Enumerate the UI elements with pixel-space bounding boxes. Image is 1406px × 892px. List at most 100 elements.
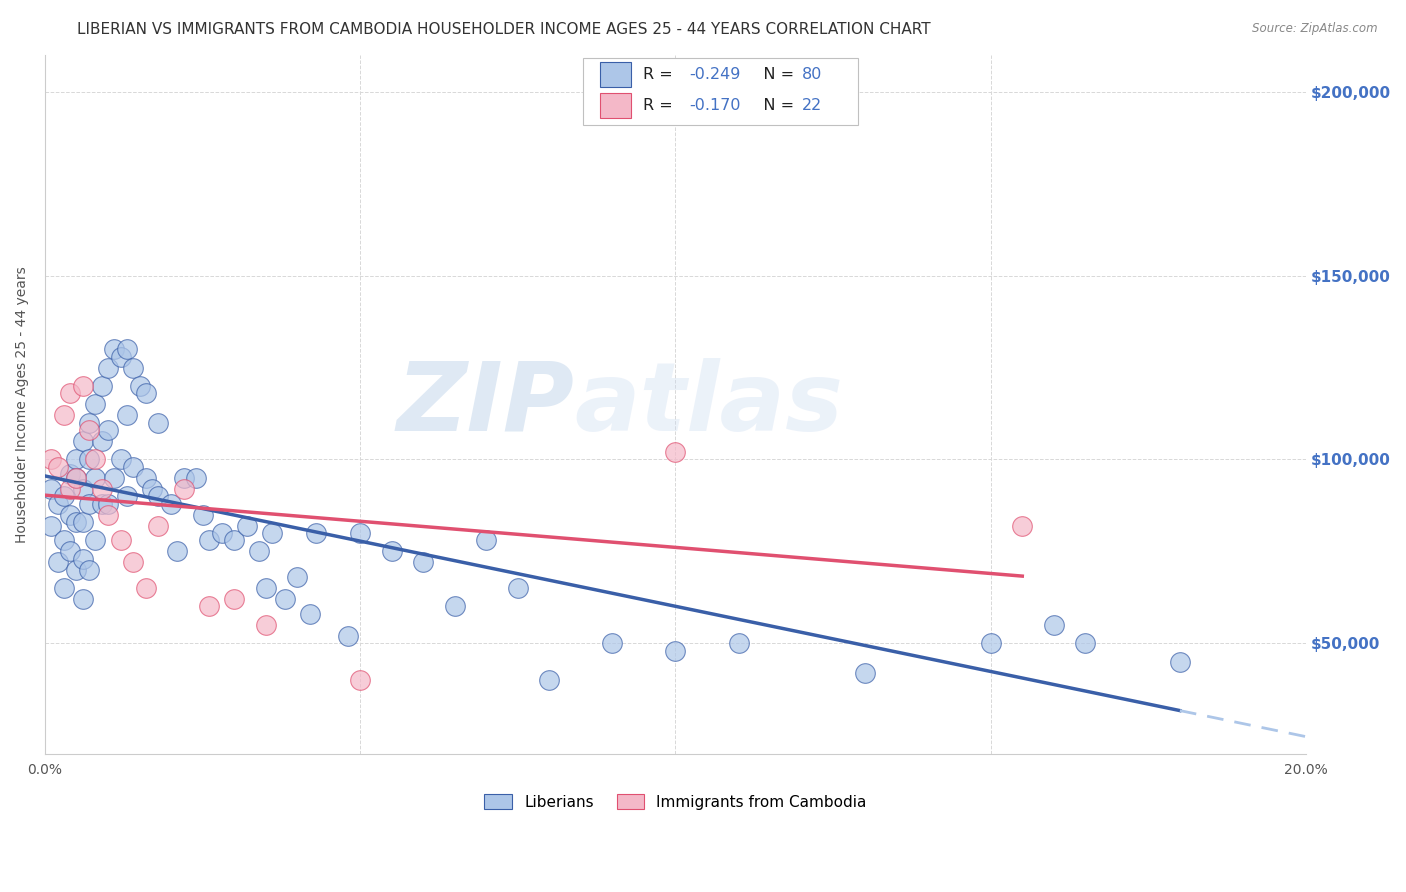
- Point: [90, 434, 112, 448]
- Point: [59, 508, 82, 522]
- Point: [77, 452, 100, 467]
- Point: [1074, 636, 1097, 650]
- Point: [336, 629, 359, 643]
- Point: [65, 563, 87, 577]
- Point: [72, 551, 94, 566]
- Point: [247, 544, 270, 558]
- Point: [260, 526, 283, 541]
- Point: [97, 497, 120, 511]
- Point: [191, 508, 214, 522]
- Point: [224, 592, 246, 607]
- Text: Source: ZipAtlas.com: Source: ZipAtlas.com: [1253, 22, 1378, 36]
- Point: [224, 533, 246, 548]
- Point: [349, 673, 371, 687]
- Point: [77, 497, 100, 511]
- Text: -0.170: -0.170: [689, 98, 741, 112]
- Point: [298, 607, 321, 621]
- Point: [128, 379, 150, 393]
- Point: [506, 581, 529, 595]
- Text: R =: R =: [643, 98, 678, 112]
- Point: [664, 643, 686, 657]
- Point: [166, 544, 188, 558]
- Point: [980, 636, 1002, 650]
- Text: R =: R =: [643, 67, 678, 81]
- Point: [46, 497, 69, 511]
- Point: [198, 533, 221, 548]
- Point: [84, 533, 107, 548]
- Point: [148, 518, 170, 533]
- Point: [602, 636, 624, 650]
- Point: [103, 471, 125, 485]
- Point: [39, 452, 62, 467]
- Point: [135, 581, 157, 595]
- Point: [475, 533, 498, 548]
- Point: [1168, 655, 1191, 669]
- Point: [186, 471, 208, 485]
- Point: [254, 581, 277, 595]
- Point: [52, 409, 75, 423]
- Point: [97, 508, 120, 522]
- Text: -0.249: -0.249: [689, 67, 741, 81]
- Point: [173, 471, 195, 485]
- Point: [59, 482, 82, 496]
- Point: [59, 544, 82, 558]
- Point: [90, 482, 112, 496]
- Point: [853, 665, 876, 680]
- Point: [46, 555, 69, 569]
- Point: [538, 673, 561, 687]
- Text: LIBERIAN VS IMMIGRANTS FROM CAMBODIA HOUSEHOLDER INCOME AGES 25 - 44 YEARS CORRE: LIBERIAN VS IMMIGRANTS FROM CAMBODIA HOU…: [77, 22, 931, 37]
- Point: [110, 452, 132, 467]
- Point: [65, 452, 87, 467]
- Point: [59, 386, 82, 401]
- Point: [141, 482, 163, 496]
- Point: [84, 397, 107, 411]
- Point: [84, 452, 107, 467]
- Point: [65, 471, 87, 485]
- Text: 22: 22: [801, 98, 821, 112]
- Point: [135, 471, 157, 485]
- Point: [148, 416, 170, 430]
- Y-axis label: Householder Income Ages 25 - 44 years: Householder Income Ages 25 - 44 years: [15, 266, 30, 542]
- Point: [90, 379, 112, 393]
- Point: [46, 459, 69, 474]
- Point: [664, 445, 686, 459]
- Legend: Liberians, Immigrants from Cambodia: Liberians, Immigrants from Cambodia: [478, 788, 873, 815]
- Point: [285, 570, 308, 584]
- Text: atlas: atlas: [575, 358, 844, 450]
- Point: [97, 360, 120, 375]
- Point: [103, 342, 125, 356]
- Point: [110, 533, 132, 548]
- Point: [72, 515, 94, 529]
- Point: [273, 592, 295, 607]
- Text: ZIP: ZIP: [396, 358, 575, 450]
- Point: [381, 544, 404, 558]
- Point: [198, 599, 221, 614]
- Point: [235, 518, 257, 533]
- Point: [72, 379, 94, 393]
- Point: [84, 471, 107, 485]
- Text: N =: N =: [748, 67, 799, 81]
- Point: [443, 599, 465, 614]
- Point: [412, 555, 434, 569]
- Point: [110, 350, 132, 364]
- Point: [77, 563, 100, 577]
- Point: [115, 489, 138, 503]
- Point: [305, 526, 328, 541]
- Point: [39, 482, 62, 496]
- Point: [39, 518, 62, 533]
- Point: [72, 592, 94, 607]
- Point: [115, 342, 138, 356]
- Point: [173, 482, 195, 496]
- Point: [97, 423, 120, 437]
- Point: [135, 386, 157, 401]
- Point: [72, 434, 94, 448]
- Point: [727, 636, 749, 650]
- Point: [122, 459, 145, 474]
- Point: [65, 471, 87, 485]
- Point: [52, 489, 75, 503]
- Point: [52, 533, 75, 548]
- Point: [122, 360, 145, 375]
- Point: [77, 423, 100, 437]
- Point: [1011, 518, 1033, 533]
- Point: [254, 618, 277, 632]
